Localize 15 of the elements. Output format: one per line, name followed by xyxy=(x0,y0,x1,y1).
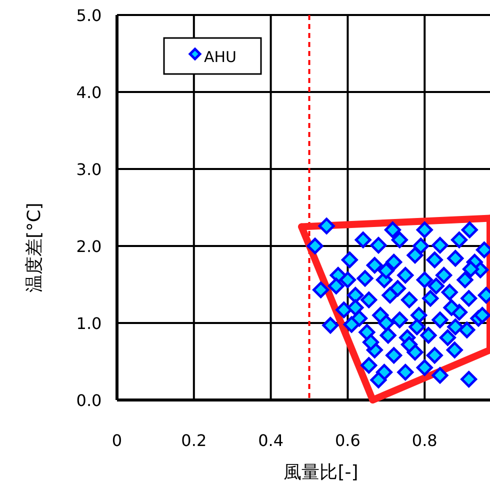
legend: AHU xyxy=(163,37,262,75)
legend-label: AHU xyxy=(204,48,237,66)
x-axis-title: 風量比[-] xyxy=(284,462,358,483)
x-tick-label: 0.4 xyxy=(258,431,284,450)
y-tick-label: 4.0 xyxy=(76,83,102,102)
x-tick-label: 0.2 xyxy=(181,431,207,450)
y-tick-label: 1.0 xyxy=(76,314,102,333)
x-tick-label: 0.6 xyxy=(334,431,360,450)
y-tick-label: 0.0 xyxy=(76,391,102,410)
x-tick-label: 0.8 xyxy=(412,431,438,450)
y-axis-title: 温度差[°C] xyxy=(24,202,45,292)
x-tick-label: 0 xyxy=(112,431,122,450)
y-tick-label: 2.0 xyxy=(76,237,102,256)
y-tick-label: 3.0 xyxy=(76,160,102,179)
y-tick-label: 5.0 xyxy=(76,6,102,25)
